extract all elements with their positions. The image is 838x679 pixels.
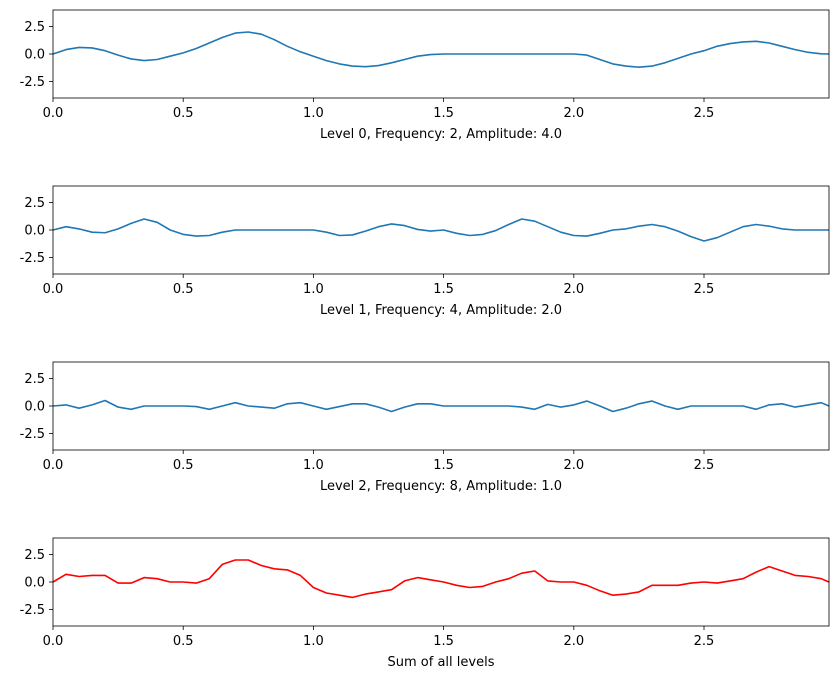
x-tick-label: 2.5 (694, 106, 715, 121)
subplot-2: 0.0 0.5 1.0 1.5 2.0 2.5 2.5 0.0 -2.5 Level 2, Fre… (20, 361, 830, 494)
x-axis-label: Level 0, Frequency: 2, Amplitude: 4.0 (320, 127, 562, 142)
x-axis-label: Level 1, Frequency: 4, Amplitude: 2.0 (320, 303, 562, 318)
x-tick-label: 1.0 (303, 458, 324, 473)
x-tick-label: 0.0 (43, 458, 64, 473)
x-tick-label: 2.0 (563, 634, 584, 649)
x-tick-label: 0.5 (173, 458, 194, 473)
x-tick-label: 1.5 (433, 634, 454, 649)
x-tick-label: 1.0 (303, 106, 324, 121)
y-tick-label: 0.0 (24, 48, 45, 63)
y-tick-label: -2.5 (20, 603, 45, 618)
x-tick-label: 0.5 (173, 106, 194, 121)
x-tick-label: 1.5 (433, 458, 454, 473)
series-line (52, 218, 829, 242)
x-axis-label: Level 2, Frequency: 8, Amplitude: 1.0 (320, 479, 562, 494)
series-line (52, 559, 830, 599)
y-tick-label: 0.0 (24, 400, 45, 415)
y-tick-label: 2.5 (24, 196, 45, 211)
y-tick-label: 2.5 (24, 548, 45, 563)
x-tick-label: 1.5 (433, 106, 454, 121)
x-axis-label: Sum of all levels (388, 655, 495, 670)
x-tick-label: 2.0 (563, 282, 584, 297)
x-tick-label: 0.0 (43, 282, 64, 297)
x-tick-label: 2.0 (563, 458, 584, 473)
x-tick-label: 2.5 (694, 634, 715, 649)
y-tick-label: -2.5 (20, 75, 45, 90)
x-tick-label: 0.5 (173, 282, 194, 297)
y-tick-label: 0.0 (24, 224, 45, 239)
x-tick-label: 0.5 (173, 634, 194, 649)
y-tick-label: 2.5 (24, 372, 45, 387)
x-tick-label: 2.5 (694, 282, 715, 297)
y-tick-label: 0.0 (24, 576, 45, 591)
x-tick-label: 2.5 (694, 458, 715, 473)
y-tick-label: -2.5 (20, 427, 45, 442)
subplot-0: 0.0 0.5 1.0 1.5 2.0 2.5 2.5 0.0 -2.5 Level 0, Fre… (20, 9, 830, 142)
x-tick-label: 1.5 (433, 282, 454, 297)
subplot-3: 0.0 0.5 1.0 1.5 2.0 2.5 2.5 0.0 -2.5 Sum of all l… (20, 537, 830, 670)
x-tick-label: 1.0 (303, 634, 324, 649)
x-tick-label: 0.0 (43, 106, 64, 121)
y-tick-label: 2.5 (24, 20, 45, 35)
x-tick-label: 2.0 (563, 106, 584, 121)
subplot-1: 0.0 0.5 1.0 1.5 2.0 2.5 2.5 0.0 -2.5 Level 1, Fre… (20, 185, 830, 318)
series-line (52, 31, 830, 68)
y-tick-label: -2.5 (20, 251, 45, 266)
x-tick-label: 0.0 (43, 634, 64, 649)
x-tick-label: 1.0 (303, 282, 324, 297)
series-line (52, 399, 830, 413)
